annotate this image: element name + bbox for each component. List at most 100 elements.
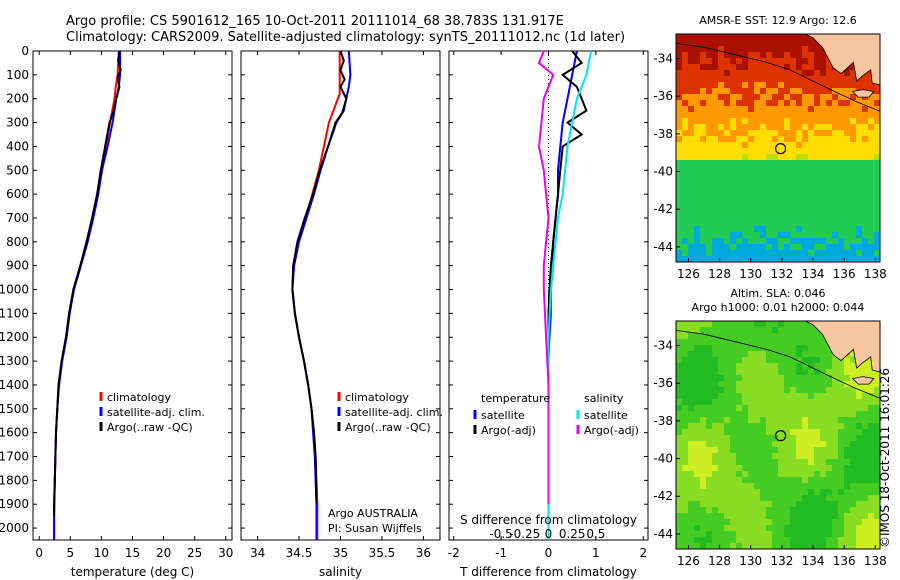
map-cell bbox=[718, 112, 724, 118]
map-cell bbox=[766, 184, 772, 190]
map-cell bbox=[826, 190, 832, 196]
map-cell bbox=[706, 399, 712, 405]
map-cell bbox=[832, 178, 838, 184]
map-cell bbox=[832, 106, 838, 112]
map-cell bbox=[766, 70, 772, 76]
map-cell bbox=[814, 94, 820, 100]
map-cell bbox=[862, 429, 868, 435]
map-cell bbox=[724, 40, 730, 46]
map-cell bbox=[802, 214, 808, 220]
map-cell bbox=[772, 339, 778, 345]
map-cell bbox=[814, 124, 820, 130]
map-cell bbox=[712, 513, 718, 519]
map-cell bbox=[682, 178, 688, 184]
legend-label: satellite bbox=[481, 409, 525, 422]
map-cell bbox=[688, 483, 694, 489]
map-cell bbox=[760, 52, 766, 58]
map-cell bbox=[742, 465, 748, 471]
map-cell bbox=[826, 214, 832, 220]
map-cell bbox=[760, 70, 766, 76]
map-cell bbox=[754, 34, 760, 40]
map-cell bbox=[766, 339, 772, 345]
map-cell bbox=[772, 214, 778, 220]
map-cell bbox=[814, 88, 820, 94]
map-cell bbox=[754, 507, 760, 513]
map-cell bbox=[694, 369, 700, 375]
map-cell bbox=[742, 495, 748, 501]
map-cell bbox=[826, 148, 832, 154]
map-cell bbox=[736, 142, 742, 148]
map-cell bbox=[724, 417, 730, 423]
map-cell bbox=[844, 405, 850, 411]
map-cell bbox=[676, 489, 682, 495]
map-cell bbox=[682, 471, 688, 477]
map-cell bbox=[724, 208, 730, 214]
map-cell bbox=[820, 465, 826, 471]
map-cell bbox=[778, 34, 784, 40]
map-cell bbox=[850, 208, 856, 214]
map-cell bbox=[838, 375, 844, 381]
map-cell bbox=[814, 142, 820, 148]
map-cell bbox=[724, 495, 730, 501]
map-cell bbox=[844, 118, 850, 124]
map-cell bbox=[772, 375, 778, 381]
legend-title-salinity: salinity bbox=[584, 392, 624, 405]
map-cell bbox=[868, 417, 874, 423]
map-cell bbox=[736, 238, 742, 244]
map-cell bbox=[754, 100, 760, 106]
map-cell bbox=[688, 333, 694, 339]
map-cell bbox=[706, 190, 712, 196]
map-cell bbox=[802, 453, 808, 459]
map-cell bbox=[862, 453, 868, 459]
map-cell bbox=[844, 393, 850, 399]
map-cell bbox=[748, 477, 754, 483]
map-cell bbox=[682, 100, 688, 106]
map-cell bbox=[712, 333, 718, 339]
map-cell bbox=[808, 112, 814, 118]
map-cell bbox=[850, 76, 856, 82]
map-cell bbox=[712, 214, 718, 220]
map-cell bbox=[682, 196, 688, 202]
map-cell bbox=[748, 190, 754, 196]
map-cell bbox=[700, 232, 706, 238]
map-cell bbox=[874, 405, 880, 411]
map-cell bbox=[808, 465, 814, 471]
map-cell bbox=[730, 525, 736, 531]
map-cell bbox=[826, 531, 832, 537]
map-cell bbox=[796, 166, 802, 172]
map-cell bbox=[754, 435, 760, 441]
map-cell bbox=[682, 381, 688, 387]
map-cell bbox=[808, 244, 814, 250]
map-cell bbox=[832, 453, 838, 459]
map-cell bbox=[802, 429, 808, 435]
map-cell bbox=[700, 94, 706, 100]
map-cell bbox=[700, 423, 706, 429]
x-tick-label: 25 bbox=[187, 546, 202, 560]
map-cell bbox=[688, 453, 694, 459]
map-cell bbox=[688, 387, 694, 393]
map-cell bbox=[826, 417, 832, 423]
map-frame bbox=[675, 33, 881, 263]
map-cell bbox=[760, 64, 766, 70]
map-cell bbox=[706, 136, 712, 142]
map-cell bbox=[826, 357, 832, 363]
map-cell bbox=[748, 88, 754, 94]
map-cell bbox=[778, 441, 784, 447]
map-cell bbox=[688, 381, 694, 387]
map-cell bbox=[682, 369, 688, 375]
map-cell bbox=[766, 423, 772, 429]
map-cell bbox=[760, 441, 766, 447]
map-cell bbox=[778, 387, 784, 393]
map-cell bbox=[778, 357, 784, 363]
map-cell bbox=[766, 82, 772, 88]
map-cell bbox=[814, 64, 820, 70]
map-cell bbox=[748, 441, 754, 447]
map-cell bbox=[808, 214, 814, 220]
map-cell bbox=[748, 46, 754, 52]
map-cell bbox=[718, 130, 724, 136]
map-cell bbox=[712, 226, 718, 232]
map-cell bbox=[856, 136, 862, 142]
map-cell bbox=[724, 64, 730, 70]
map-cell bbox=[862, 447, 868, 453]
